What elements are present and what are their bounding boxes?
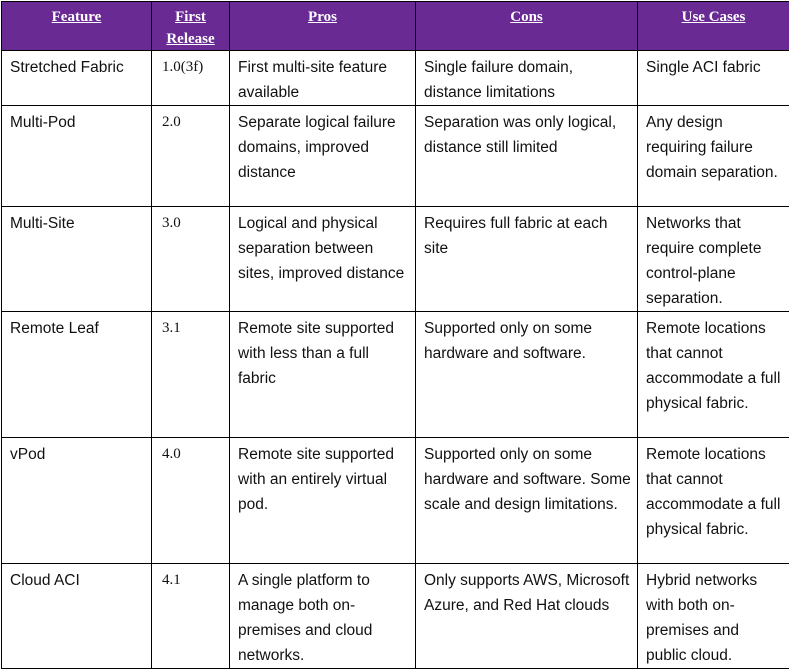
cons-cell: Separation was only logical, distance st… [416, 106, 638, 207]
pros-cell: Logical and physical separation between … [230, 207, 416, 312]
release-cell: 2.0 [152, 106, 230, 207]
cons-cell: Supported only on some hardware and soft… [416, 312, 638, 438]
use-cases-cell: Any design requiring failure domain sepa… [638, 106, 789, 207]
table-row: Cloud ACI 4.1 A single platform to manag… [2, 564, 789, 669]
cons-cell: Only supports AWS, Microsoft Azure, and … [416, 564, 638, 669]
table-row: Multi-Pod 2.0 Separate logical failure d… [2, 106, 789, 207]
use-cases-cell: Remote locations that cannot accommodate… [638, 438, 789, 564]
pros-cell: Remote site supported with less than a f… [230, 312, 416, 438]
cons-cell: Supported only on some hardware and soft… [416, 438, 638, 564]
feature-cell: vPod [2, 438, 152, 564]
table-row: Stretched Fabric 1.0(3f) First multi-sit… [2, 51, 789, 106]
use-cases-cell: Hybrid networks with both on-premises an… [638, 564, 789, 669]
pros-cell: First multi-site feature available [230, 51, 416, 106]
use-cases-cell: Remote locations that cannot accommodate… [638, 312, 789, 438]
table-row: Multi-Site 3.0 Logical and physical sepa… [2, 207, 789, 312]
feature-cell: Multi-Site [2, 207, 152, 312]
release-cell: 4.1 [152, 564, 230, 669]
header-use-cases: Use Cases [638, 2, 789, 51]
use-cases-cell: Single ACI fabric [638, 51, 789, 106]
release-cell: 4.0 [152, 438, 230, 564]
feature-cell: Stretched Fabric [2, 51, 152, 106]
table-row: Remote Leaf 3.1 Remote site supported wi… [2, 312, 789, 438]
header-cons: Cons [416, 2, 638, 51]
release-cell: 3.1 [152, 312, 230, 438]
pros-cell: A single platform to manage both on-prem… [230, 564, 416, 669]
cons-cell: Single failure domain, distance limitati… [416, 51, 638, 106]
cons-cell: Requires full fabric at each site [416, 207, 638, 312]
header-first-release: First Release [152, 2, 230, 51]
table-row: vPod 4.0 Remote site supported with an e… [2, 438, 789, 564]
pros-cell: Separate logical failure domains, improv… [230, 106, 416, 207]
header-feature: Feature [2, 2, 152, 51]
feature-cell: Multi-Pod [2, 106, 152, 207]
feature-cell: Cloud ACI [2, 564, 152, 669]
release-cell: 3.0 [152, 207, 230, 312]
feature-cell: Remote Leaf [2, 312, 152, 438]
release-cell: 1.0(3f) [152, 51, 230, 106]
header-row: Feature First Release Pros Cons Use Case… [2, 2, 789, 51]
header-pros: Pros [230, 2, 416, 51]
use-cases-cell: Networks that require complete control-p… [638, 207, 789, 312]
pros-cell: Remote site supported with an entirely v… [230, 438, 416, 564]
